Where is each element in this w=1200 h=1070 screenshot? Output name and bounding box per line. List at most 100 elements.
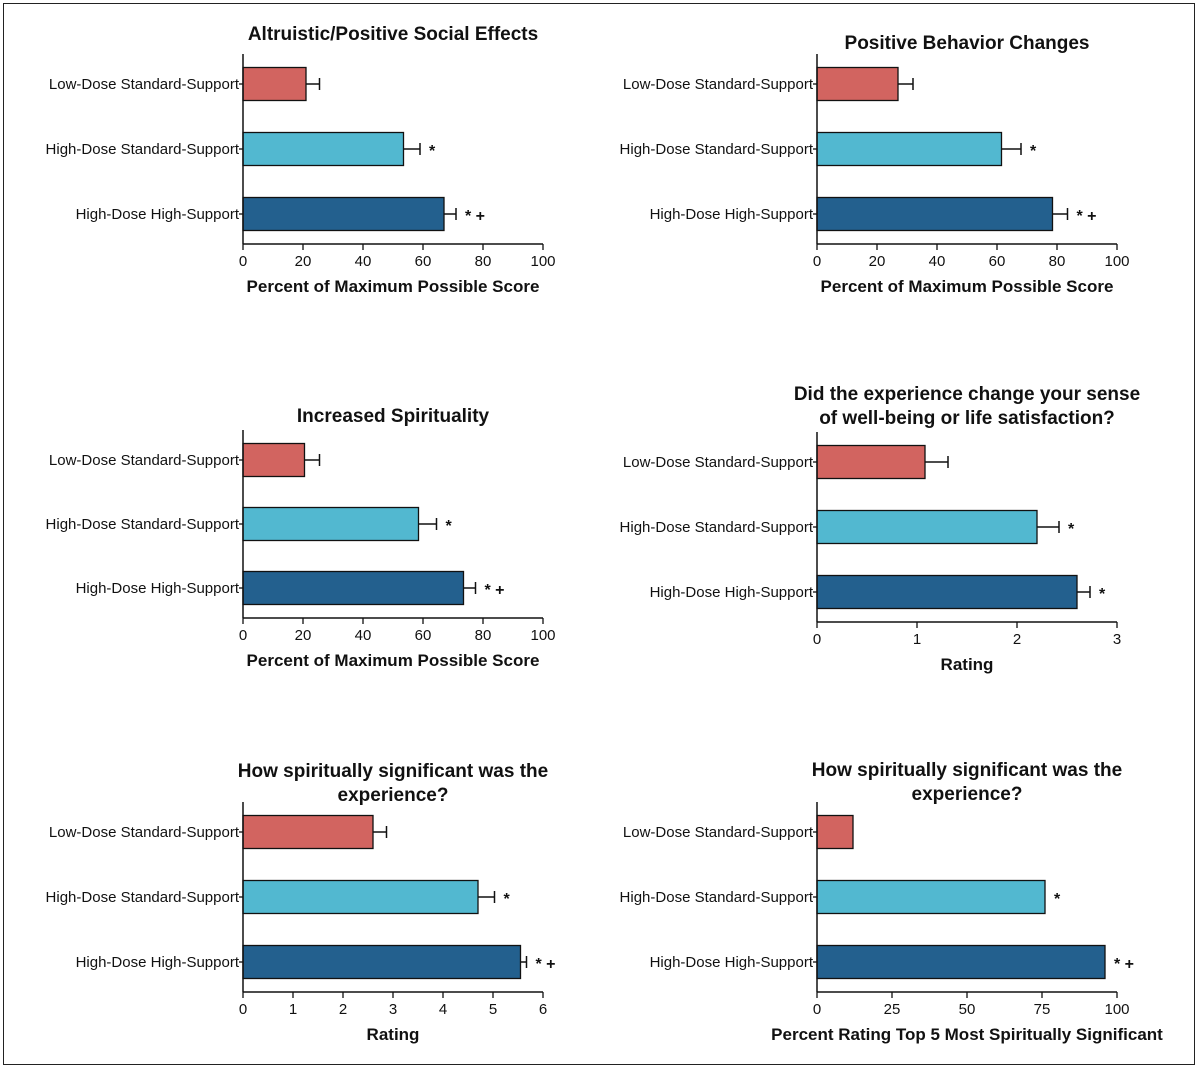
chart-panel-5: How spiritually significant was the exper…	[46, 761, 556, 1044]
bar	[242, 814, 374, 850]
bar	[242, 442, 306, 478]
chart-title: experience?	[338, 785, 449, 806]
x-tick-label: 40	[355, 627, 372, 644]
x-axis-label: Percent of Maximum Possible Score	[821, 277, 1114, 296]
x-tick-label: 0	[813, 253, 821, 270]
x-tick-label: 100	[1104, 1001, 1129, 1018]
bar	[242, 196, 445, 232]
bar	[816, 944, 1106, 980]
x-tick-label: 40	[929, 253, 946, 270]
chart-title: How spiritually significant was the	[238, 761, 548, 782]
x-tick-label: 4	[439, 1001, 447, 1018]
x-tick-label: 0	[239, 1001, 247, 1018]
x-tick-label: 0	[813, 631, 821, 648]
x-tick-label: 5	[489, 1001, 497, 1018]
x-axis-label: Rating	[941, 655, 994, 674]
significance-marker: * +	[536, 956, 556, 973]
category-label: High-Dose High-Support	[76, 580, 240, 597]
x-tick-label: 1	[289, 1001, 297, 1018]
x-tick-label: 100	[1104, 253, 1129, 270]
category-label: High-Dose Standard-Support	[620, 889, 814, 906]
x-tick-label: 25	[884, 1001, 901, 1018]
category-label: High-Dose High-Support	[650, 954, 814, 971]
category-label: High-Dose High-Support	[76, 206, 240, 223]
bar	[816, 574, 1078, 610]
chart-panel-2: Positive Behavior Changes Low-Dose Standa…	[620, 33, 1130, 296]
x-tick-label: 60	[415, 627, 432, 644]
bar	[242, 506, 420, 542]
chart-panel-4: Did the experience change your sense of w…	[620, 384, 1141, 674]
chart-title: experience?	[912, 784, 1023, 805]
chart-title: Did the experience change your sense	[794, 384, 1140, 405]
significance-marker: *	[446, 518, 453, 535]
bar	[816, 879, 1046, 915]
x-tick-label: 3	[389, 1001, 397, 1018]
bar	[816, 66, 899, 102]
significance-marker: *	[429, 143, 436, 160]
x-tick-label: 50	[959, 1001, 976, 1018]
bar	[816, 131, 1003, 167]
x-tick-label: 60	[415, 253, 432, 270]
category-label: High-Dose Standard-Support	[46, 141, 240, 158]
x-tick-label: 0	[239, 253, 247, 270]
category-label: High-Dose High-Support	[650, 206, 814, 223]
bar	[242, 66, 307, 102]
x-axis-label: Rating	[367, 1025, 420, 1044]
chart-title: How spiritually significant was the	[812, 760, 1122, 781]
significance-marker: * +	[1077, 208, 1097, 225]
significance-marker: *	[1099, 586, 1106, 603]
x-axis-label: Percent of Maximum Possible Score	[247, 277, 540, 296]
x-tick-label: 20	[295, 253, 312, 270]
category-label: Low-Dose Standard-Support	[49, 452, 240, 469]
bar	[816, 196, 1054, 232]
category-label: Low-Dose Standard-Support	[623, 824, 814, 841]
x-tick-label: 2	[339, 1001, 347, 1018]
bar	[242, 570, 465, 606]
category-label: Low-Dose Standard-Support	[49, 824, 240, 841]
x-tick-label: 3	[1113, 631, 1121, 648]
significance-marker: *	[504, 891, 511, 908]
chart-panel-3: Increased Spirituality Low-Dose Standard-…	[46, 406, 556, 670]
chart-panel-6: How spiritually significant was the exper…	[620, 760, 1164, 1044]
bar	[242, 131, 405, 167]
significance-marker: * +	[485, 582, 505, 599]
x-tick-label: 80	[1049, 253, 1066, 270]
x-tick-label: 80	[475, 627, 492, 644]
bar	[816, 444, 926, 480]
x-tick-label: 80	[475, 253, 492, 270]
significance-marker: *	[1030, 143, 1037, 160]
category-label: High-Dose Standard-Support	[620, 519, 814, 536]
category-label: High-Dose High-Support	[650, 584, 814, 601]
chart-title: of well-being or life satisfaction?	[819, 408, 1115, 429]
x-tick-label: 100	[530, 627, 555, 644]
chart-panel-1: Altruistic/Positive Social Effects Low-Do…	[46, 24, 556, 296]
x-tick-label: 0	[239, 627, 247, 644]
chart-title: Increased Spirituality	[297, 406, 490, 427]
x-tick-label: 100	[530, 253, 555, 270]
category-label: High-Dose High-Support	[76, 954, 240, 971]
x-tick-label: 0	[813, 1001, 821, 1018]
category-label: Low-Dose Standard-Support	[623, 454, 814, 471]
significance-marker: * +	[465, 208, 485, 225]
category-label: Low-Dose Standard-Support	[49, 76, 240, 93]
x-tick-label: 40	[355, 253, 372, 270]
significance-marker: * +	[1114, 956, 1134, 973]
x-tick-label: 75	[1034, 1001, 1051, 1018]
x-tick-label: 20	[869, 253, 886, 270]
x-tick-label: 20	[295, 627, 312, 644]
x-tick-label: 1	[913, 631, 921, 648]
category-label: High-Dose Standard-Support	[46, 889, 240, 906]
bar	[242, 944, 522, 980]
category-label: High-Dose Standard-Support	[620, 141, 814, 158]
bar	[816, 814, 854, 850]
chart-title: Altruistic/Positive Social Effects	[248, 24, 538, 45]
x-axis-label: Percent of Maximum Possible Score	[247, 651, 540, 670]
x-tick-label: 6	[539, 1001, 547, 1018]
x-tick-label: 60	[989, 253, 1006, 270]
significance-marker: *	[1054, 891, 1061, 908]
x-tick-label: 2	[1013, 631, 1021, 648]
category-label: High-Dose Standard-Support	[46, 516, 240, 533]
chart-title: Positive Behavior Changes	[845, 33, 1090, 54]
significance-marker: *	[1068, 521, 1075, 538]
